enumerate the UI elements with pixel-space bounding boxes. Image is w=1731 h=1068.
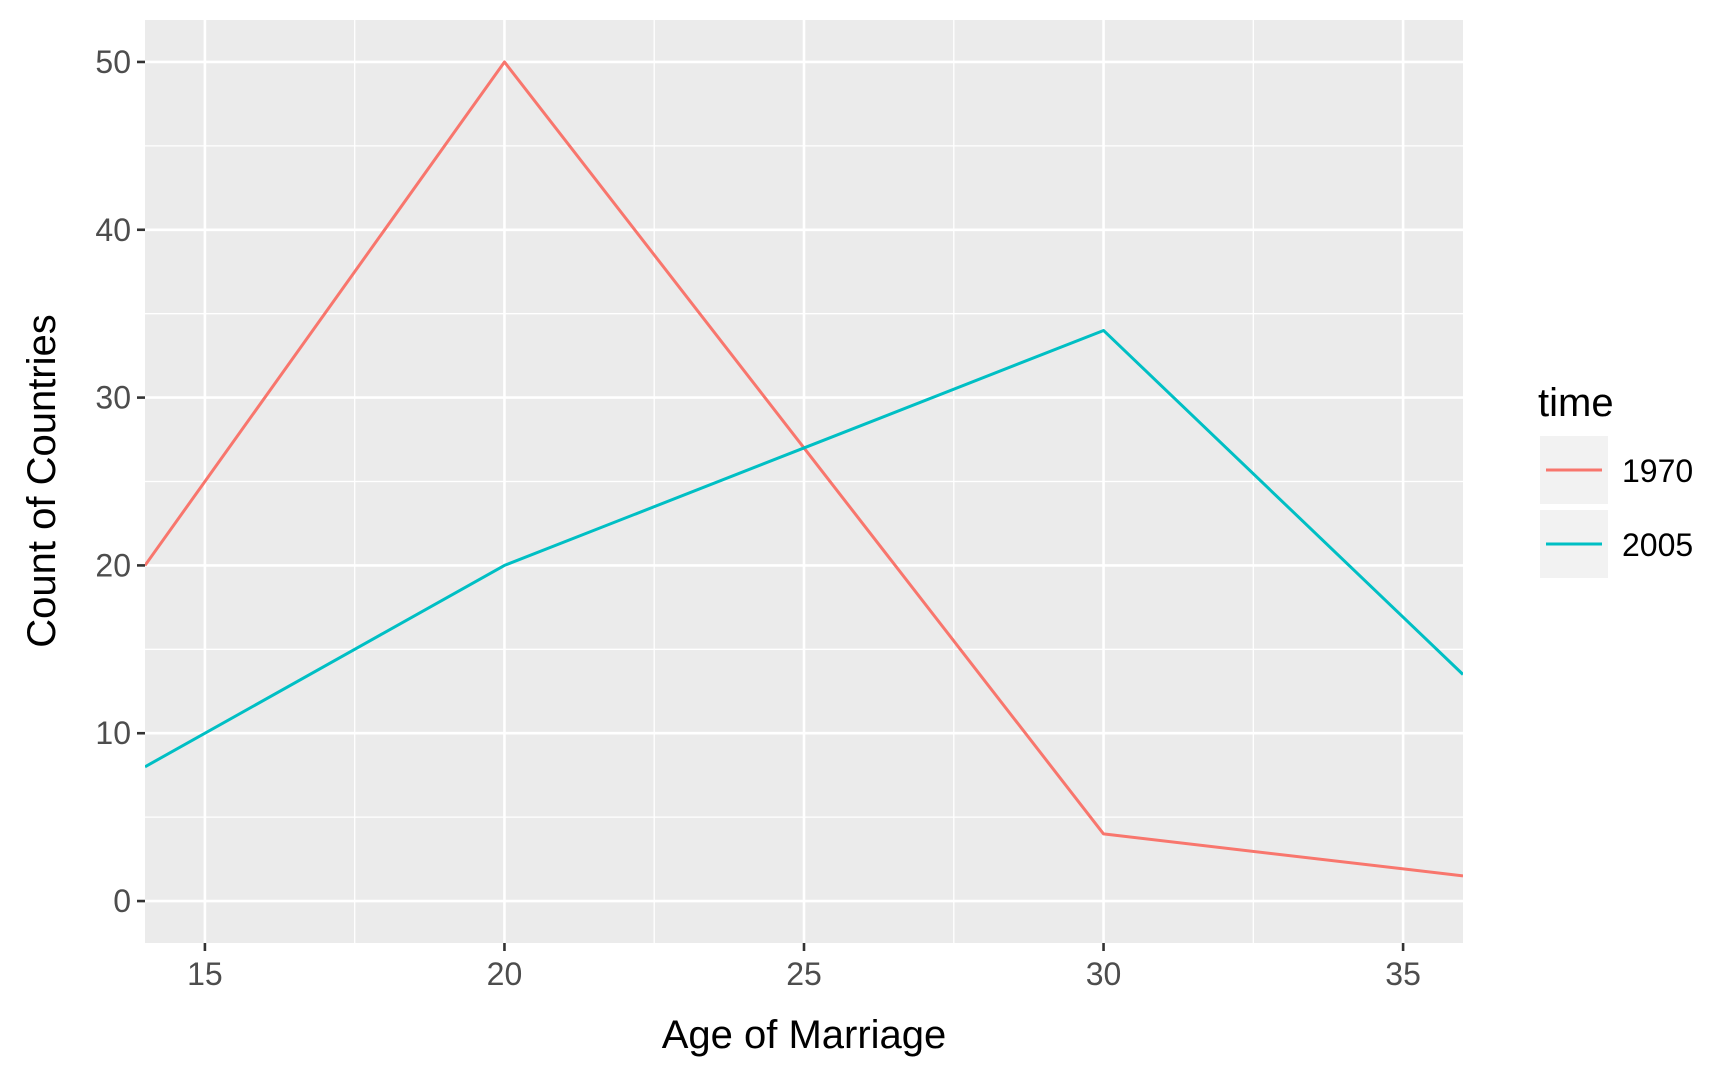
major-gridlines: [145, 20, 1463, 943]
legend-title: time: [1538, 381, 1614, 425]
y-tick-label: 10: [95, 715, 131, 751]
x-tick-label: 35: [1385, 956, 1421, 992]
legend-label-1970: 1970: [1622, 453, 1693, 489]
y-tick-label: 50: [95, 44, 131, 80]
y-axis: 0 10 20 30 40 50: [95, 44, 145, 919]
x-tick-label: 20: [487, 956, 523, 992]
y-tick-label: 30: [95, 380, 131, 416]
x-tick-label: 30: [1086, 956, 1122, 992]
legend-label-2005: 2005: [1622, 527, 1693, 563]
series-line-2005: [145, 328, 1463, 769]
legend: time 1970 2005: [1538, 381, 1693, 578]
x-tick-label: 25: [786, 956, 822, 992]
y-tick-label: 40: [95, 212, 131, 248]
x-tick-label: 15: [187, 956, 223, 992]
y-tick-label: 20: [95, 547, 131, 583]
x-axis-title: Age of Marriage: [662, 1013, 947, 1057]
y-axis-title: Count of Countries: [20, 314, 64, 648]
series-lines: [145, 60, 1463, 878]
y-tick-label: 0: [113, 883, 131, 919]
x-axis: 15 20 25 30 35: [187, 943, 1421, 992]
